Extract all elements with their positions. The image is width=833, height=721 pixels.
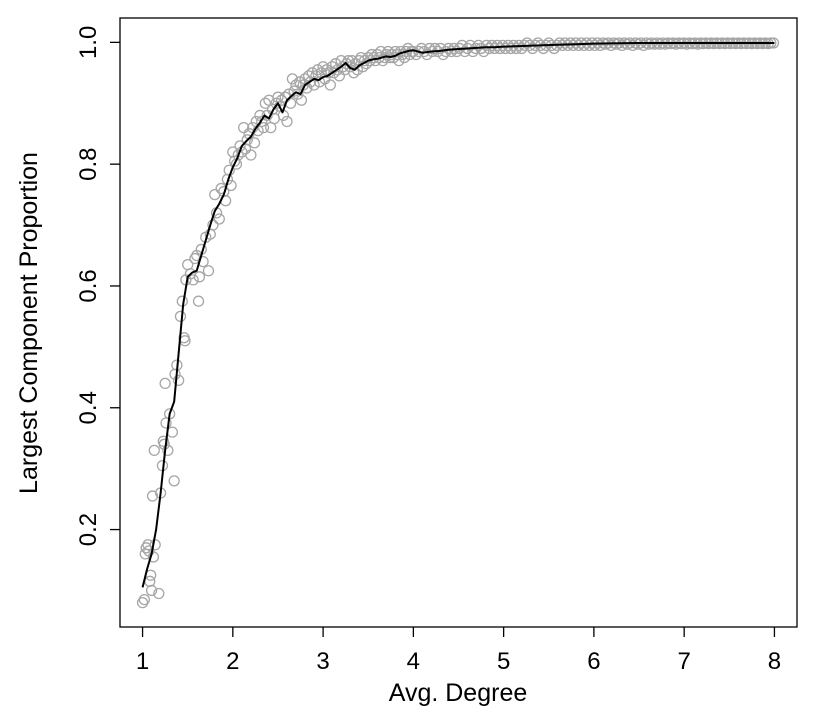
y-tick-label: 1.0 (75, 26, 102, 59)
data-point (281, 115, 293, 128)
plot-frame (119, 17, 798, 628)
data-point (627, 39, 639, 52)
data-point (293, 76, 306, 88)
y-tick-label: 0.8 (75, 147, 102, 180)
data-point (434, 42, 447, 55)
x-tick-label: 5 (497, 648, 510, 675)
x-tick-label: 8 (768, 648, 781, 675)
data-point (145, 584, 158, 597)
data-point (147, 551, 160, 563)
data-point (594, 39, 606, 52)
data-point (605, 39, 617, 52)
x-axis: 1 2 3 4 5 6 7 8 (136, 627, 781, 675)
data-point (245, 149, 257, 161)
data-point (464, 39, 476, 52)
y-tick-label: 0.4 (75, 391, 102, 424)
data-point (288, 85, 300, 97)
data-point (589, 39, 601, 52)
data-point (259, 97, 271, 109)
y-tick-label: 0.6 (75, 269, 102, 302)
fit-line (141, 41, 775, 588)
data-point (303, 70, 315, 82)
data-point (138, 593, 151, 606)
x-tick-label: 4 (407, 648, 420, 675)
data-point (295, 94, 308, 106)
data-point (270, 97, 282, 109)
data-point (637, 39, 650, 52)
data-point (421, 48, 433, 61)
y-tick-label: 0.2 (75, 513, 102, 546)
x-tick-label: 1 (136, 648, 149, 675)
data-point (257, 121, 270, 134)
x-tick-label: 2 (226, 648, 239, 675)
data-point (192, 295, 205, 307)
data-point (572, 39, 585, 52)
data-point (153, 587, 165, 600)
data-point (158, 438, 170, 450)
x-tick-label: 3 (316, 648, 329, 675)
data-point (559, 37, 571, 49)
y-axis-label: Largest Component Proportion (15, 152, 43, 494)
x-tick-label: 6 (587, 648, 600, 675)
data-point (162, 444, 174, 457)
data-point (578, 39, 590, 52)
data-point (207, 219, 219, 231)
data-point (583, 39, 596, 52)
data-point (159, 377, 171, 390)
data-point (553, 37, 566, 49)
data-point (456, 39, 468, 52)
data-point (402, 42, 414, 55)
data-point (148, 444, 160, 457)
data-point (202, 265, 215, 277)
data-point (306, 67, 318, 79)
data-point (248, 137, 261, 149)
data-point (330, 58, 342, 70)
x-axis-label: Avg. Degree (389, 679, 528, 707)
data-point (168, 475, 180, 487)
data-point (616, 39, 628, 52)
data-point (241, 134, 253, 146)
scatter-points (136, 37, 780, 609)
data-point (193, 271, 206, 283)
data-point (324, 79, 336, 91)
x-tick-label: 7 (677, 648, 690, 675)
data-point (429, 42, 441, 55)
data-point (312, 64, 324, 76)
data-point (344, 61, 356, 73)
data-point (173, 374, 185, 387)
data-point (197, 255, 209, 268)
y-axis: 0.2 0.4 0.6 0.8 1.0 (75, 26, 120, 546)
data-point (213, 213, 225, 225)
data-point (564, 37, 577, 49)
data-point (174, 310, 187, 323)
data-point (286, 73, 299, 85)
data-point (570, 37, 582, 49)
fit-line-layer (141, 41, 775, 588)
